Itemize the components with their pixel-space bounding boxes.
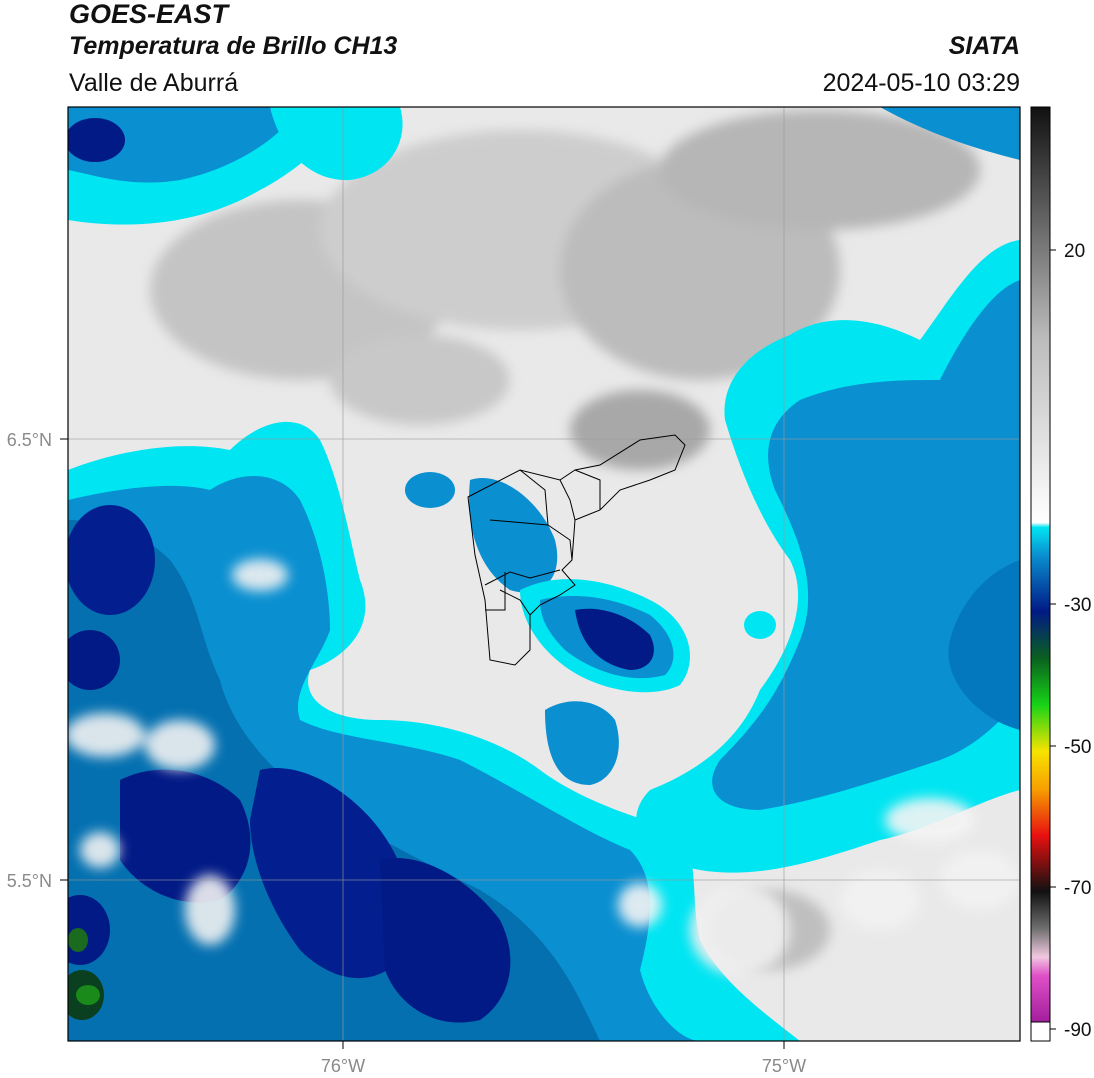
colorbar-tick-minus50: -50	[1064, 737, 1091, 758]
graticule	[68, 107, 1020, 1041]
region-label: Valle de Aburrá	[69, 69, 239, 97]
colorbar-min-cap	[1030, 1021, 1051, 1042]
brightness-temperature-field	[68, 107, 1020, 1041]
satellite-title: GOES-EAST	[69, 0, 229, 29]
colorbar-tick-minus70: -70	[1064, 878, 1091, 899]
lon-label-75: 75°W	[762, 1056, 806, 1076]
lat-label-6-5: 6.5°N	[7, 430, 52, 450]
valley-municipal-boundaries	[467, 434, 686, 666]
colorbar-tick-minus90: -90	[1064, 1020, 1091, 1041]
agency-label: SIATA	[948, 32, 1020, 60]
colorbar-tick-20: 20	[1064, 241, 1085, 262]
lat-label-5-5: 5.5°N	[7, 871, 52, 891]
map-frame	[67, 106, 1021, 1042]
datetime-label: 2024-05-10 03:29	[822, 69, 1020, 97]
colorbar-tick-minus30: -30	[1064, 595, 1091, 616]
colorbar	[1030, 106, 1051, 1042]
lon-label-76: 76°W	[321, 1056, 365, 1076]
product-title: Temperatura de Brillo CH13	[69, 32, 398, 60]
